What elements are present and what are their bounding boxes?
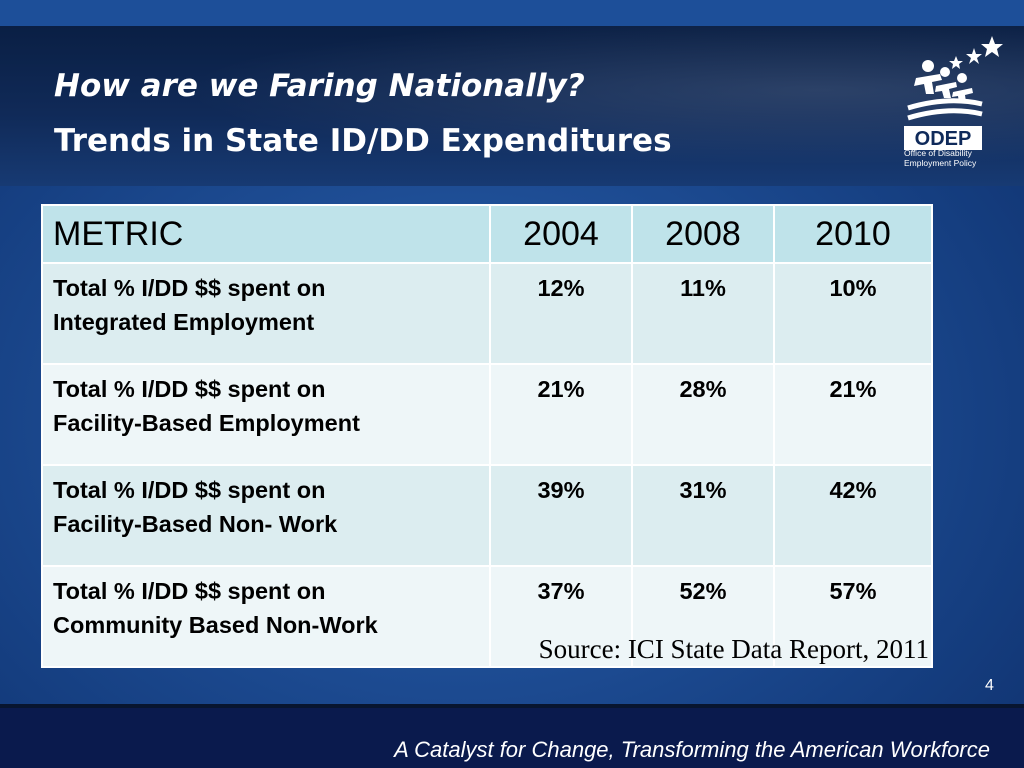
page-number: 4 <box>985 677 994 694</box>
metric-label: Integrated Employment <box>53 309 315 335</box>
logo-subtitle: Office of Disability Employment Policy <box>904 148 976 168</box>
logo-subtitle-line1: Office of Disability <box>904 148 972 158</box>
metric-cell: Total % I/DD $$ spent on Facility-Based N… <box>41 464 491 567</box>
table-header-row: METRIC 2004 2008 2010 <box>41 204 933 264</box>
metric-cell: Total % I/DD $$ spent on Community Based … <box>41 565 491 668</box>
table-row: Total % I/DD $$ spent on Facility-Based E… <box>41 363 933 466</box>
value-cell: 57% <box>773 565 933 668</box>
slide-subtitle: Trends in State ID/DD Expenditures <box>54 123 672 159</box>
slide-title: How are we Faring Nationally? <box>54 68 585 104</box>
logo-wordmark: ODEP <box>915 128 972 150</box>
metric-label: Total % I/DD $$ spent on <box>53 578 326 604</box>
footer-divider <box>0 704 1024 708</box>
metric-cell: Total % I/DD $$ spent on Integrated Emplo… <box>41 262 491 365</box>
column-header-2008: 2008 <box>631 204 775 264</box>
value-cell: 31% <box>631 464 775 567</box>
expenditures-table: METRIC 2004 2008 2010 Total % I/DD $$ sp… <box>41 204 933 668</box>
metric-label: Total % I/DD $$ spent on <box>53 477 326 503</box>
table-row: Total % I/DD $$ spent on Facility-Based N… <box>41 464 933 567</box>
value-cell: 39% <box>489 464 633 567</box>
value-cell: 11% <box>631 262 775 365</box>
top-strip <box>0 0 1024 26</box>
odep-logo: ODEP <box>904 36 1003 150</box>
value-cell: 21% <box>489 363 633 466</box>
value-cell: 12% <box>489 262 633 365</box>
metric-label: Community Based Non-Work <box>53 612 378 638</box>
logo-subtitle-line2: Employment Policy <box>904 158 977 168</box>
table-row: Total % I/DD $$ spent on Community Based … <box>41 565 933 668</box>
value-cell: 28% <box>631 363 775 466</box>
column-header-2004: 2004 <box>489 204 633 264</box>
star-icon <box>949 36 1003 69</box>
value-cell: 42% <box>773 464 933 567</box>
value-cell: 37% <box>489 565 633 668</box>
header-band <box>0 26 1024 186</box>
metric-label: Total % I/DD $$ spent on <box>53 376 326 402</box>
metric-label: Total % I/DD $$ spent on <box>53 275 326 301</box>
source-citation: Source: ICI State Data Report, 2011 <box>538 634 929 664</box>
value-cell: 21% <box>773 363 933 466</box>
footer-tagline: A Catalyst for Change, Transforming the … <box>394 737 990 762</box>
metric-label: Facility-Based Employment <box>53 410 360 436</box>
table-row: Total % I/DD $$ spent on Integrated Emplo… <box>41 262 933 365</box>
column-header-metric: METRIC <box>41 204 491 264</box>
metric-cell: Total % I/DD $$ spent on Facility-Based E… <box>41 363 491 466</box>
metric-label: Facility-Based Non- Work <box>53 511 338 537</box>
column-header-2010: 2010 <box>773 204 933 264</box>
value-cell: 52% <box>631 565 775 668</box>
value-cell: 10% <box>773 262 933 365</box>
footer-bar <box>0 708 1024 768</box>
